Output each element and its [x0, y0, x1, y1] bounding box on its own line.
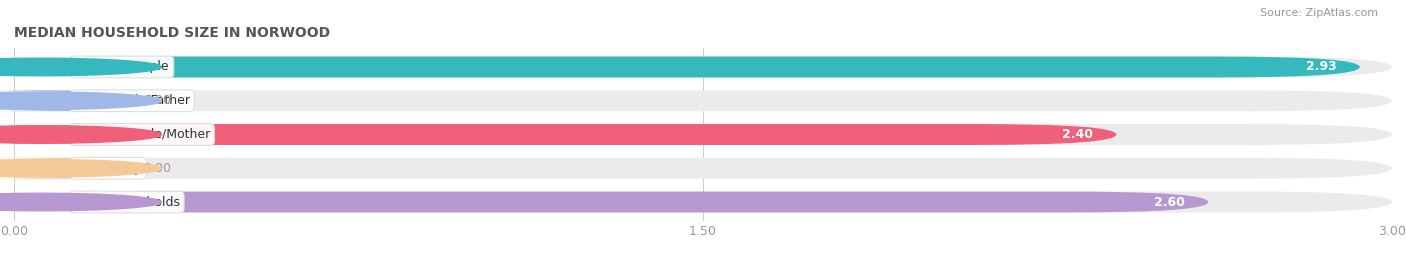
FancyBboxPatch shape [14, 124, 1392, 145]
Circle shape [0, 193, 162, 211]
FancyBboxPatch shape [14, 90, 1392, 111]
Text: 2.40: 2.40 [1063, 128, 1094, 141]
Text: Non-family: Non-family [73, 162, 142, 175]
FancyBboxPatch shape [14, 192, 1392, 213]
Text: Married-Couple: Married-Couple [73, 61, 169, 73]
Text: MEDIAN HOUSEHOLD SIZE IN NORWOOD: MEDIAN HOUSEHOLD SIZE IN NORWOOD [14, 26, 330, 40]
Text: Single Male/Father: Single Male/Father [73, 94, 190, 107]
FancyBboxPatch shape [14, 56, 1392, 77]
Text: 2.60: 2.60 [1154, 196, 1185, 208]
FancyBboxPatch shape [14, 56, 1360, 77]
FancyBboxPatch shape [14, 158, 1392, 179]
Circle shape [0, 126, 162, 143]
FancyBboxPatch shape [14, 192, 1208, 213]
Circle shape [0, 92, 162, 109]
Text: 0.00: 0.00 [142, 94, 170, 107]
FancyBboxPatch shape [14, 124, 1116, 145]
Text: 2.93: 2.93 [1306, 61, 1337, 73]
Text: Total Households: Total Households [73, 196, 180, 208]
Text: Source: ZipAtlas.com: Source: ZipAtlas.com [1260, 8, 1378, 18]
FancyBboxPatch shape [0, 158, 156, 179]
Text: 0.00: 0.00 [142, 162, 170, 175]
Text: Single Female/Mother: Single Female/Mother [73, 128, 209, 141]
Circle shape [0, 58, 162, 76]
FancyBboxPatch shape [0, 90, 156, 111]
Circle shape [0, 160, 162, 177]
